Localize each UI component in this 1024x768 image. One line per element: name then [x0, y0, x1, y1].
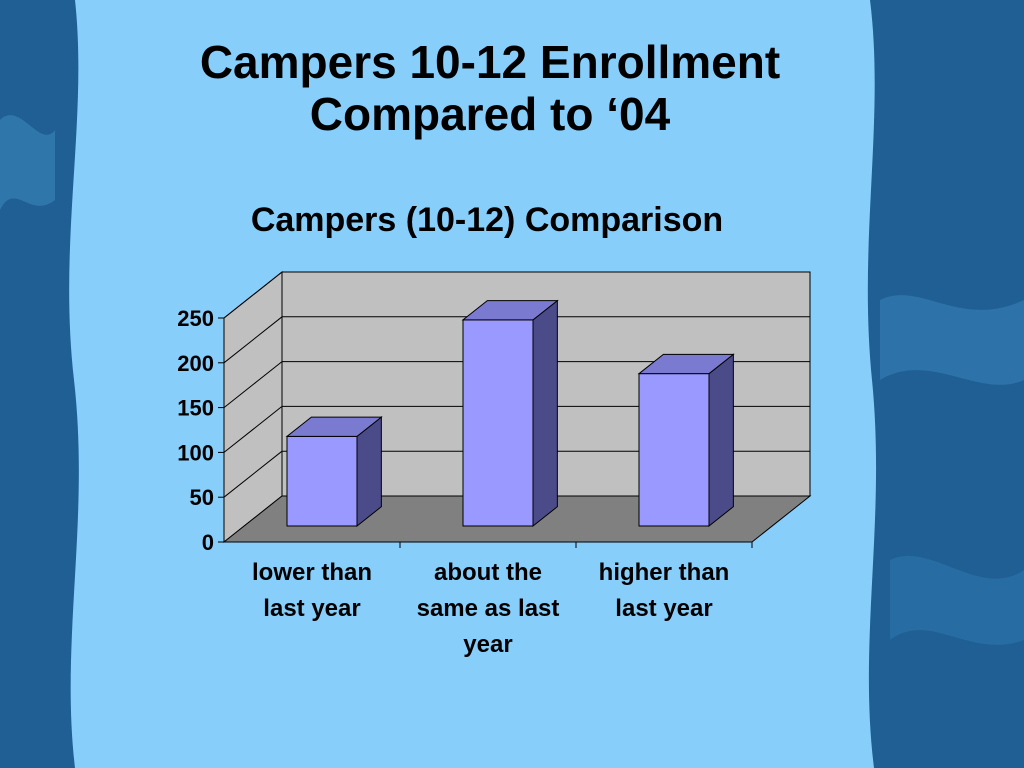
x-tick-label-line: last year: [615, 595, 712, 622]
ocean-wave-left: [0, 115, 55, 210]
bar-front: [286, 435, 358, 527]
x-tick-label-line: same as last: [417, 595, 560, 622]
bars: [285, 299, 735, 528]
x-tick-label: higher than last year: [599, 559, 730, 622]
chart-side-wall: [223, 270, 283, 544]
x-tick-label-line: higher than: [599, 559, 730, 586]
x-tick-label-line: year: [463, 631, 512, 658]
y-tick-label: 50: [190, 485, 214, 510]
x-tick-label-line: lower than: [252, 559, 372, 586]
y-tick-label: 200: [177, 351, 214, 376]
chart-title: Campers (10-12) Comparison: [251, 201, 723, 239]
bar-front: [462, 319, 534, 527]
bar: [637, 353, 735, 528]
y-tick-label: 100: [177, 440, 214, 465]
y-tick-label: 150: [177, 396, 214, 421]
bar-side: [708, 353, 734, 528]
y-tick-label: 250: [177, 306, 214, 331]
slide-title-line-2: Compared to ‘04: [309, 88, 671, 140]
slide-title-line-1: Campers 10-12 Enrollment: [199, 36, 781, 88]
bar: [461, 299, 559, 528]
gridline-side: [223, 361, 283, 408]
x-tick-label-line: last year: [263, 595, 360, 622]
x-tick-label-line: about the: [434, 559, 542, 586]
bar-front: [638, 373, 710, 527]
x-tick-label: lower than last year: [252, 559, 372, 622]
gridline-side: [223, 406, 283, 453]
bar-top: [637, 353, 735, 375]
x-tick-label: about the same as last year: [417, 559, 560, 658]
gridline-side: [223, 450, 283, 498]
y-axis: 0 50 100 150 200 250: [177, 306, 225, 555]
gridline-side: [223, 271, 283, 319]
slide-title: Campers 10-12 Enrollment Compared to ‘04: [0, 36, 980, 140]
bar-top: [285, 416, 383, 437]
ocean-wave-right: [880, 295, 1024, 385]
bar-side: [532, 299, 558, 528]
bar: [285, 416, 383, 528]
ocean-wave-right-2: [890, 555, 1024, 645]
bar-top: [461, 300, 559, 321]
gridline-side: [223, 316, 283, 364]
x-axis: [224, 541, 753, 548]
y-tick-label: 0: [202, 530, 214, 555]
x-axis-labels: lower than last year about the same as last…: [252, 559, 729, 658]
